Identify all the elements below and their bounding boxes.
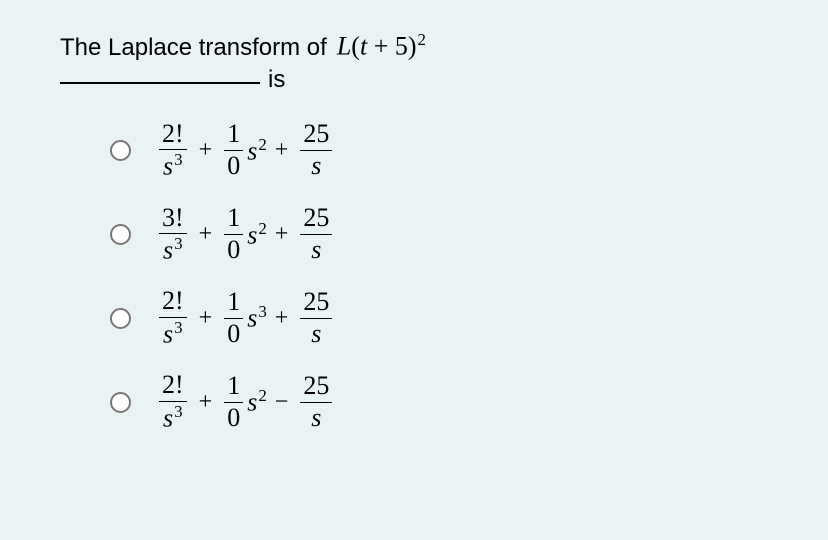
term2-num: 1 [224,288,243,317]
radio-icon[interactable] [110,308,131,329]
is-word: is [268,66,285,94]
term2-den: 0 [224,152,243,181]
term1-den: s3 [160,151,186,181]
term3-den: s [308,320,324,349]
op2: − [275,389,289,416]
option-1-expr: 2! s3 + 1 0 s2 + 25 s [155,120,336,182]
term3-frac: 25 s [300,204,332,264]
term2-s: s2 [247,386,267,418]
term1-den: s3 [160,235,186,265]
term3-num: 25 [300,204,332,233]
option-2-expr: 3! s3 + 1 0 s2 + 25 s [155,204,336,266]
term3-den: s [308,152,324,181]
term1-num: 3! [159,204,187,233]
op1: + [199,305,213,332]
question-stem: The Laplace transform of L(t + 5)2 is [60,30,788,94]
term3-num: 25 [300,288,332,317]
radio-icon[interactable] [110,392,131,413]
op2: + [275,137,289,164]
plus-sign: + [367,32,395,61]
option-4[interactable]: 2! s3 + 1 0 s2 − 25 s [110,371,788,433]
term2-num: 1 [224,120,243,149]
option-1[interactable]: 2! s3 + 1 0 s2 + 25 s [110,120,788,182]
term2-num: 1 [224,372,243,401]
term1-num: 2! [159,287,187,316]
open-paren: ( [351,32,360,61]
op1: + [199,221,213,248]
const-5: 5 [395,32,408,61]
term3-frac: 25 s [300,288,332,348]
term2-s: s2 [247,219,267,251]
term2-s: s3 [247,302,267,334]
term3-den: s [308,404,324,433]
radio-icon[interactable] [110,140,131,161]
outer-exp: 2 [418,30,426,49]
term3-frac: 25 s [300,372,332,432]
term2-s: s2 [247,135,267,167]
func-L: L [337,32,351,61]
term2-den: 0 [224,404,243,433]
radio-icon[interactable] [110,224,131,245]
term2-frac: 1 0 [224,372,243,432]
question-expression: L(t + 5)2 [337,30,426,62]
question-line1: The Laplace transform of L(t + 5)2 [60,30,788,62]
term1-frac: 2! s3 [159,371,187,433]
term3-den: s [308,236,324,265]
term2-frac: 1 0 [224,204,243,264]
op2: + [275,221,289,248]
term2-den: 0 [224,320,243,349]
term2-num: 1 [224,204,243,233]
op1: + [199,137,213,164]
option-3-expr: 2! s3 + 1 0 s3 + 25 s [155,287,336,349]
term2-frac: 1 0 [224,120,243,180]
option-4-expr: 2! s3 + 1 0 s2 − 25 s [155,371,336,433]
term1-frac: 3! s3 [159,204,187,266]
op1: + [199,389,213,416]
term1-frac: 2! s3 [159,287,187,349]
question-line2: is [60,66,788,94]
question-prefix: The Laplace transform of [60,34,327,62]
term1-den: s3 [160,319,186,349]
close-paren: ) [408,32,417,61]
term1-frac: 2! s3 [159,120,187,182]
term2-den: 0 [224,236,243,265]
option-3[interactable]: 2! s3 + 1 0 s3 + 25 s [110,287,788,349]
fill-blank [60,82,260,84]
term3-frac: 25 s [300,120,332,180]
term3-num: 25 [300,372,332,401]
question-page: The Laplace transform of L(t + 5)2 is 2!… [0,0,828,540]
term2-frac: 1 0 [224,288,243,348]
options-list: 2! s3 + 1 0 s2 + 25 s [60,120,788,433]
term1-num: 2! [159,371,187,400]
op2: + [275,305,289,332]
term1-num: 2! [159,120,187,149]
term1-den: s3 [160,403,186,433]
term3-num: 25 [300,120,332,149]
option-2[interactable]: 3! s3 + 1 0 s2 + 25 s [110,204,788,266]
